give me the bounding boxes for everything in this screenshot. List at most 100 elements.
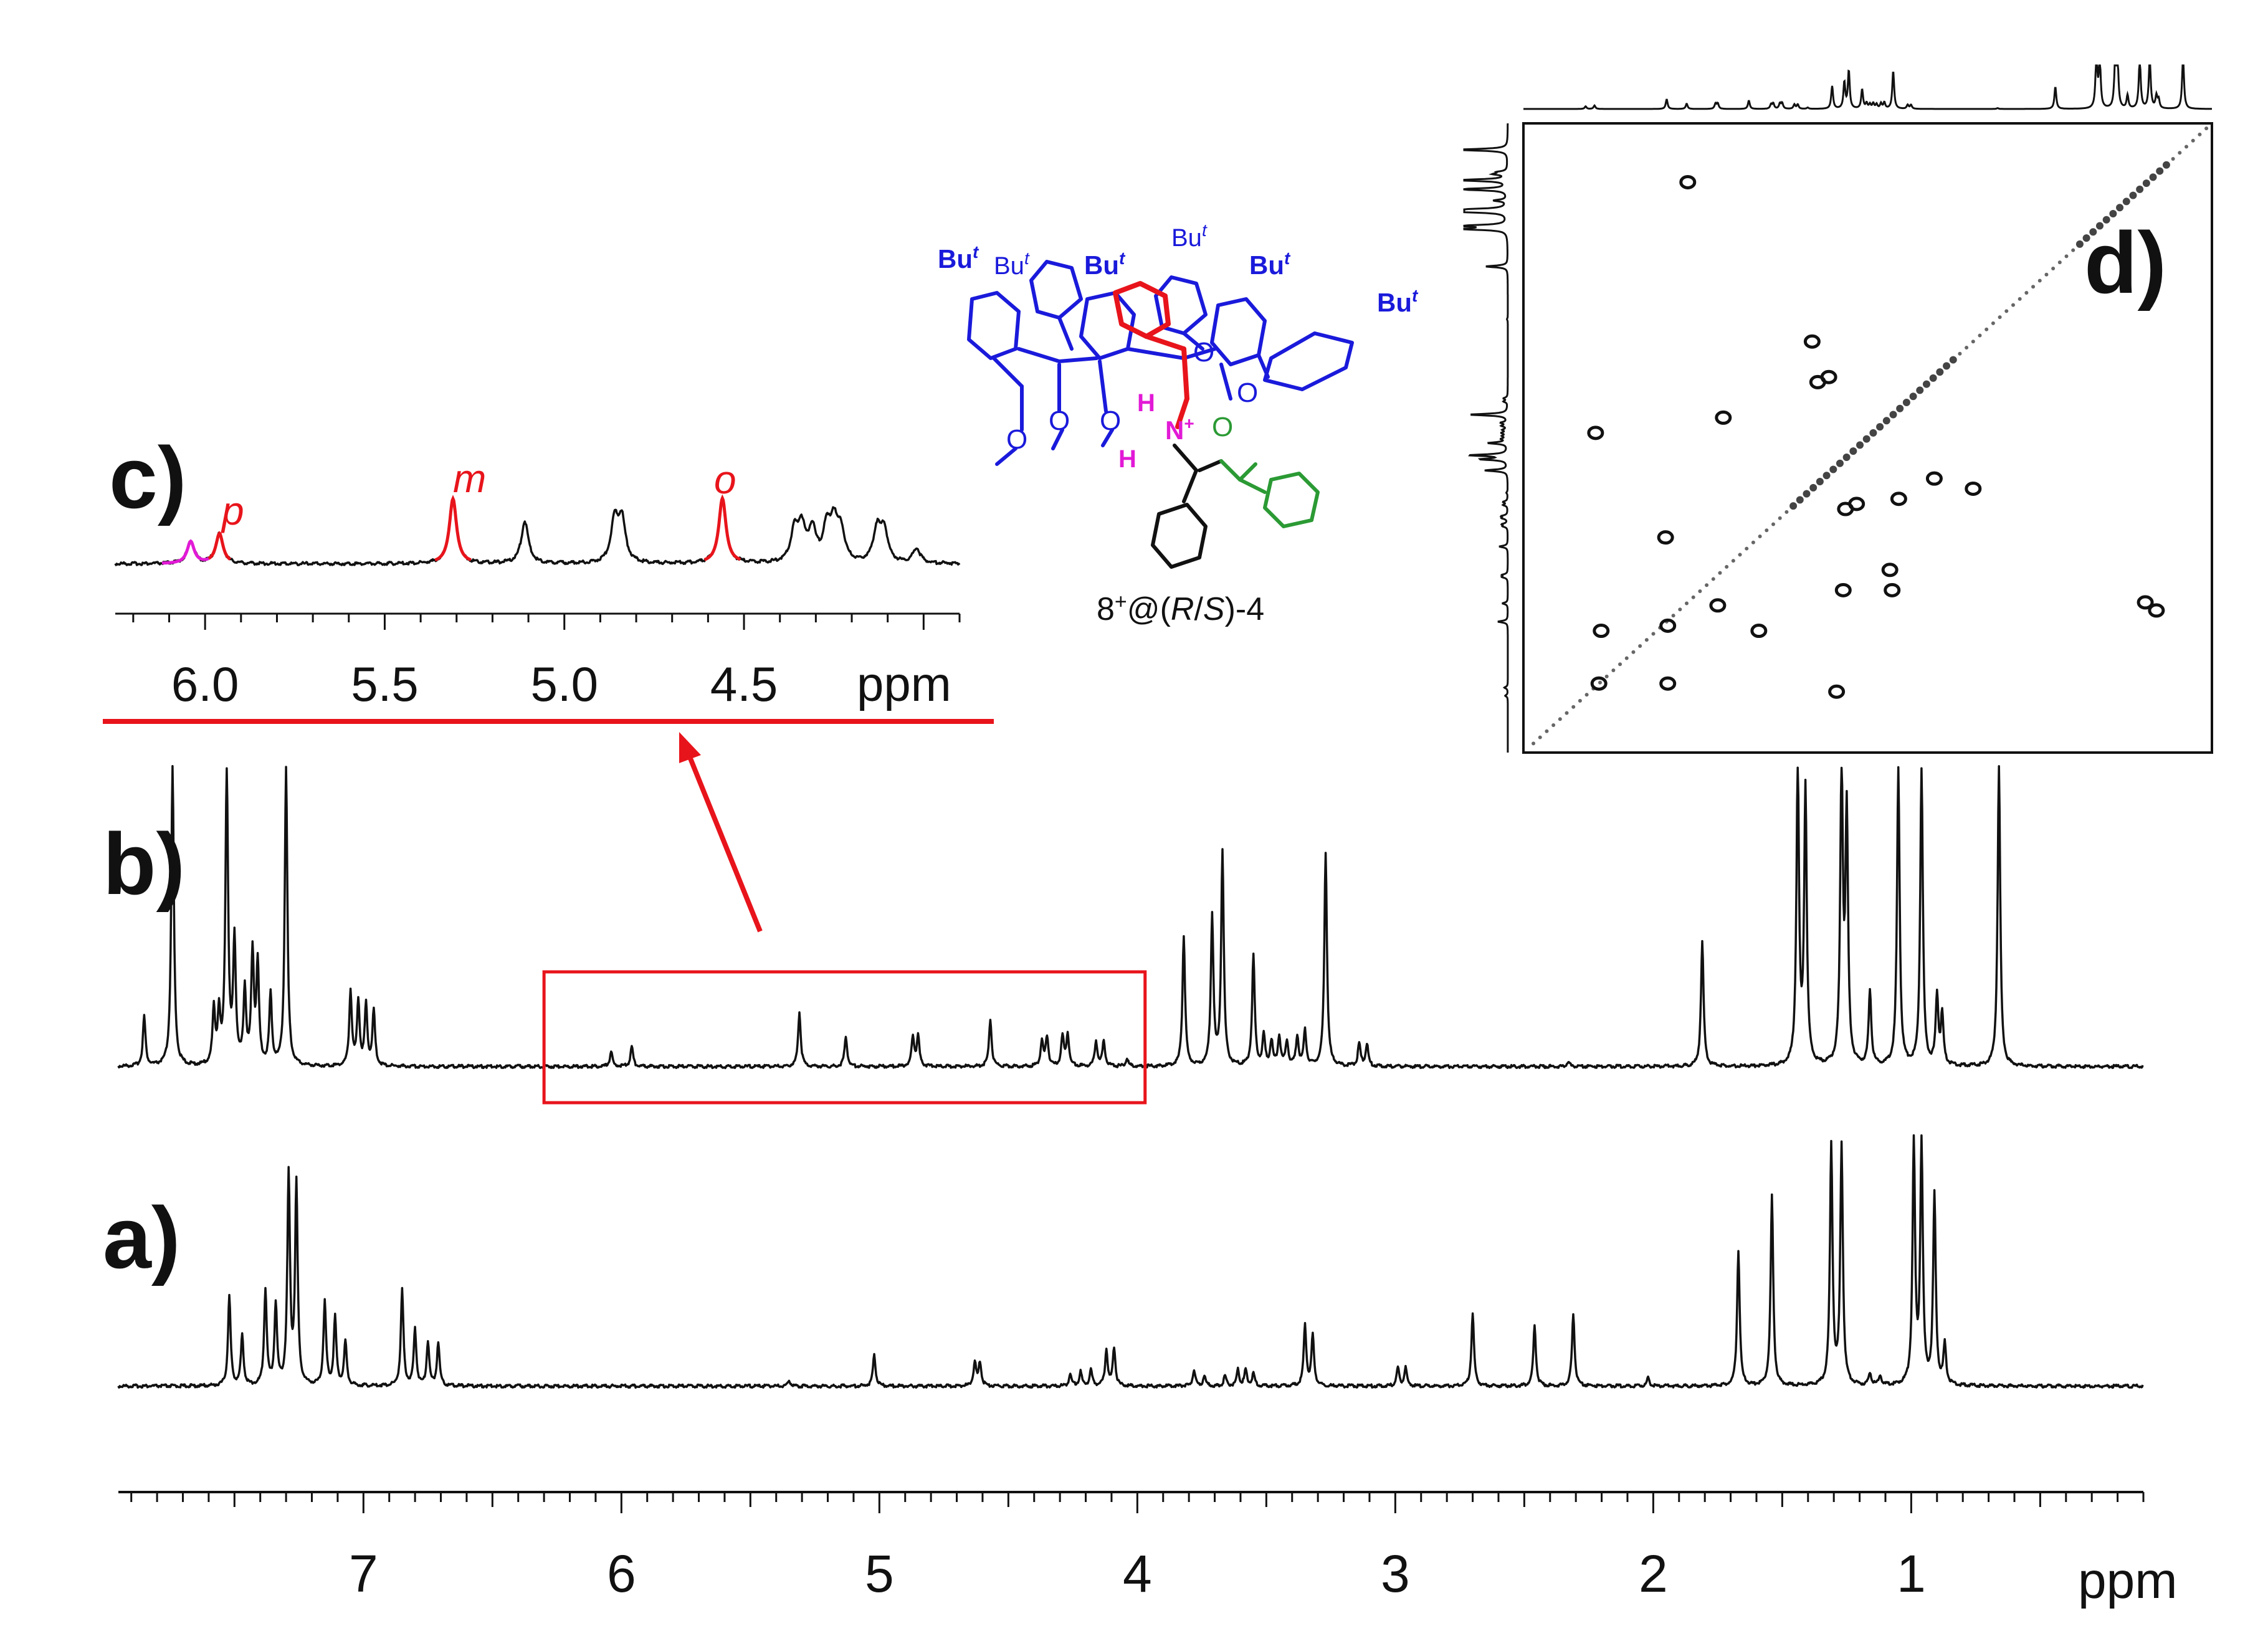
cosy-cross-peak xyxy=(2148,603,2165,618)
panel-label-c: c) xyxy=(109,429,186,526)
inset-axis-tick-label: 4.5 xyxy=(710,657,778,711)
cosy-cross-peak xyxy=(1657,530,1674,545)
cosy-cross-peak xyxy=(1848,497,1865,511)
oxygen-label-6: O xyxy=(1212,412,1233,442)
cosy-diagonal-point xyxy=(1751,540,1755,544)
cosy-diagonal-point xyxy=(2031,285,2036,289)
but-label-3: But xyxy=(1084,249,1126,280)
cosy-diagonal-point xyxy=(1789,502,1798,510)
cosy-diagonal-point xyxy=(1571,705,1576,709)
cosy-diagonal-point xyxy=(1631,650,1636,654)
oxygen-label-1: O xyxy=(1006,424,1027,455)
cosy-diagonal-point xyxy=(1538,735,1542,739)
cosy-diagonal-point xyxy=(1611,668,1616,673)
cosy-diagonal-point xyxy=(2156,167,2164,175)
cosy-cross-peak xyxy=(1659,676,1677,691)
cosy-cross-peak xyxy=(1750,624,1768,639)
main-axis-tick-label: 7 xyxy=(349,1544,378,1603)
h-label-1: H xyxy=(1137,389,1155,417)
zoom-region-box xyxy=(542,970,1147,1105)
cosy-diagonal-point xyxy=(1598,680,1602,685)
spectrum-a-line xyxy=(117,1134,2144,1389)
cosy-diagonal-point xyxy=(2024,291,2029,295)
cosy-cross-peak xyxy=(1965,481,1982,496)
cosy-diagonal-point xyxy=(2004,309,2009,313)
panel-label-a: a) xyxy=(103,1189,180,1286)
cosy-diagonal-point xyxy=(1784,510,1789,514)
cosy-diagonal-point xyxy=(1971,340,1975,344)
cosy-cross-peak xyxy=(1881,563,1899,578)
cosy-diagonal-point xyxy=(1684,601,1689,606)
cosy-diagonal-point xyxy=(1671,614,1675,618)
cosy-diagonal-point xyxy=(1778,516,1782,520)
but-label-1: But xyxy=(938,242,979,273)
main-axis-tick-label: 1 xyxy=(1897,1544,1926,1603)
cosy-diagonal-point xyxy=(2051,266,2056,270)
cosy-diagonal-point xyxy=(1758,535,1762,539)
cosy-cross-peak xyxy=(1820,369,1837,384)
oxygen-label-4: O xyxy=(1193,337,1214,368)
cosy-diagonal-point xyxy=(2109,209,2117,217)
cosy-diagonal-point xyxy=(1856,441,1864,449)
cosy-diagonal-point xyxy=(1638,644,1642,648)
cosy-diagonal-point xyxy=(1943,362,1951,370)
cosy-cross-peak xyxy=(1593,624,1610,639)
cosy-diagonal-point xyxy=(1958,351,1962,356)
oxygen-label-3: O xyxy=(1100,406,1121,436)
cosy-diagonal-point xyxy=(1725,564,1729,569)
cosy-cross-peak xyxy=(1659,618,1677,633)
cosy-diagonal-point xyxy=(1604,674,1609,678)
cosy-cross-peaks xyxy=(1587,174,2165,699)
structure-labels: But But But But But But O O O O O O H H … xyxy=(938,221,1419,473)
inset-axis-tick-label: 5.5 xyxy=(351,657,418,711)
cosy-diagonal-point xyxy=(2149,173,2157,181)
cosy-cross-peak xyxy=(1884,582,1901,597)
inset-axis-tick-label: 5.0 xyxy=(531,657,598,711)
cosy-diagonal-point xyxy=(1922,380,1930,388)
highlight-o-peak xyxy=(703,494,741,561)
cosy-diagonal-point xyxy=(2162,161,2170,169)
cosy-diagonal-point xyxy=(1909,392,1917,401)
cosy-diagonal-point xyxy=(1902,398,1910,406)
cosy-diagonal-point xyxy=(1809,483,1818,492)
cosy-cross-peak xyxy=(2137,595,2154,610)
cosy-diagonal-point xyxy=(2057,260,2062,265)
main-axis-unit: ppm xyxy=(2078,1552,2178,1609)
cosy-diagonal-point xyxy=(1698,589,1702,593)
cosy-diagonal-point xyxy=(1889,411,1897,419)
main-axis: 7 6 5 4 3 2 1 xyxy=(118,1491,2145,1603)
cosy-cross-peak xyxy=(1803,334,1821,349)
calixarene-structure xyxy=(967,260,1354,569)
cosy-diagonal-point xyxy=(1998,315,2002,320)
cosy-diagonal-point xyxy=(2142,179,2150,188)
oxygen-label-5: O xyxy=(1237,378,1258,408)
highlight-p-peak xyxy=(207,531,232,561)
cosy-diagonal-point xyxy=(1965,346,1969,350)
main-axis-tick-label: 5 xyxy=(865,1544,894,1603)
cosy-diagonal-point xyxy=(2071,248,2075,252)
cosy-diagonal-point xyxy=(1624,656,1629,660)
highlight-broad-peak xyxy=(161,539,209,565)
cosy-diagonal-point xyxy=(2064,254,2069,259)
main-axis-tick-label: 4 xyxy=(1123,1544,1152,1603)
main-axis-tick-label: 3 xyxy=(1381,1544,1410,1603)
spectrum-c-line xyxy=(114,496,961,566)
cosy-diagonal-point xyxy=(1803,490,1811,498)
cosy-diagonal-point xyxy=(1618,662,1622,667)
cosy-diagonal-point xyxy=(2018,297,2022,301)
structure-caption: 8+@(R/S)-4 xyxy=(1097,590,1264,627)
main-axis-tick-label: 2 xyxy=(1639,1544,1668,1603)
cosy-diagonal-point xyxy=(1978,333,1982,338)
cosy-diagonal-point xyxy=(2204,126,2209,131)
cosy-diagonal-point xyxy=(1678,607,1682,612)
cosy-diagonal-point xyxy=(1738,553,1742,557)
cosy-diagonal-point xyxy=(2171,157,2175,161)
cosy-diagonal-point xyxy=(1876,423,1884,431)
cosy-diagonal-point xyxy=(2136,185,2144,193)
panel-label-d: d) xyxy=(2084,214,2166,311)
cosy-diagonal-point xyxy=(1644,638,1649,642)
cosy-diagonal-point xyxy=(1558,717,1562,721)
cosy-diagonal-point xyxy=(1836,459,1844,467)
cosy-diagonal-point xyxy=(1916,386,1924,394)
cosy-diagonal-point xyxy=(1545,729,1549,733)
